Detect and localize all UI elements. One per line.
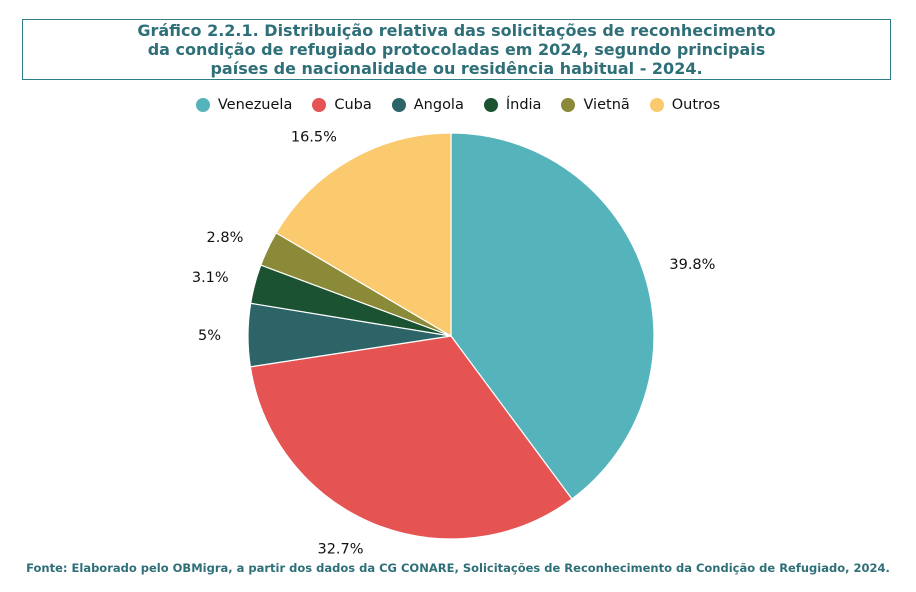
legend-label: Angola bbox=[413, 97, 464, 113]
legend-label: Índia bbox=[505, 97, 542, 113]
chart-title-line-3: países de nacionalidade ou residência ha… bbox=[210, 59, 703, 78]
chart-title-box: Gráfico 2.2.1. Distribuição relativa das… bbox=[22, 19, 891, 80]
legend-item: Angola bbox=[391, 97, 464, 113]
legend-swatch bbox=[391, 98, 406, 112]
legend-swatch bbox=[561, 98, 576, 112]
legend-label: Outros bbox=[671, 97, 721, 113]
source-note: Fonte: Elaborado pelo OBMigra, a partir … bbox=[26, 561, 890, 575]
legend-label: Vietnã bbox=[583, 97, 630, 113]
pie-slice-venezuela bbox=[450, 132, 655, 500]
pie-data-label: 2.8% bbox=[207, 230, 244, 246]
legend-swatch bbox=[195, 98, 210, 112]
legend-item: Cuba bbox=[312, 97, 372, 113]
legend-swatch bbox=[649, 98, 664, 112]
legend-item: Índia bbox=[483, 97, 542, 113]
pie-data-label: 32.7% bbox=[317, 542, 363, 558]
pie-data-label: 16.5% bbox=[291, 129, 337, 145]
pie-data-label: 39.8% bbox=[669, 257, 715, 273]
legend-item: Venezuela bbox=[195, 97, 293, 113]
legend-item: Vietnã bbox=[561, 97, 630, 113]
chart-legend: Venezuela Cuba Angola Índia Vietnã Outros bbox=[0, 97, 916, 113]
legend-swatch bbox=[483, 98, 498, 112]
legend-label: Cuba bbox=[334, 97, 372, 113]
legend-item: Outros bbox=[649, 97, 721, 113]
legend-swatch bbox=[312, 98, 327, 112]
pie-slice-outros bbox=[275, 132, 452, 338]
pie-data-label: 5% bbox=[198, 328, 221, 344]
legend-label: Venezuela bbox=[217, 97, 293, 113]
pie-slice-cuba bbox=[249, 335, 573, 540]
chart-title-line-1: Gráfico 2.2.1. Distribuição relativa das… bbox=[137, 21, 776, 40]
chart-title-line-2: da condição de refugiado protocoladas em… bbox=[147, 40, 766, 59]
pie-data-label: 3.1% bbox=[192, 270, 229, 286]
